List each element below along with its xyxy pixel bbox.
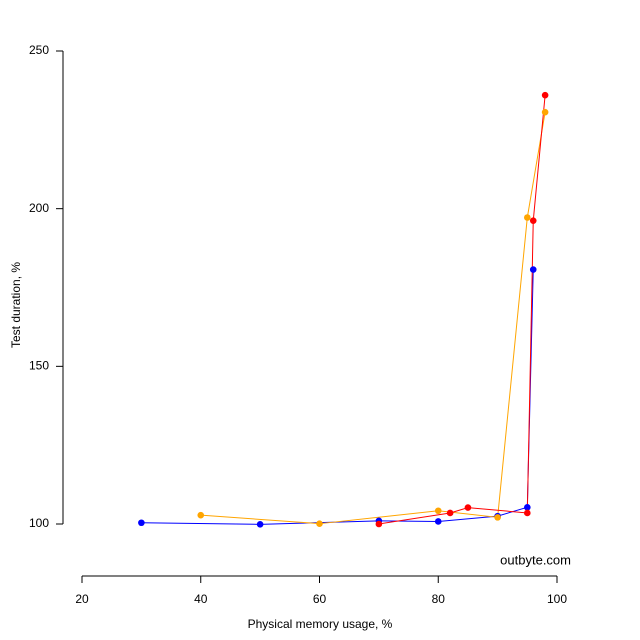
data-point	[434, 518, 442, 525]
y-tick-label: 250	[29, 43, 49, 57]
data-point	[524, 214, 531, 221]
data-point	[494, 514, 501, 521]
series-line	[141, 269, 534, 525]
y-tick-label: 200	[29, 201, 49, 215]
annotation: outbyte.com	[500, 552, 571, 567]
data-point	[446, 509, 454, 517]
data-point	[316, 520, 323, 527]
series-line	[378, 95, 546, 525]
data-point	[256, 521, 264, 528]
data-point	[464, 504, 472, 511]
y-axis-label: Test duration, %	[9, 262, 23, 348]
data-point	[524, 509, 531, 517]
x-axis-label: Physical memory usage, %	[248, 617, 393, 631]
data-point	[197, 511, 205, 519]
data-point	[375, 520, 383, 528]
data-point	[138, 519, 145, 527]
data-point	[541, 108, 549, 116]
y-tick-label: 150	[29, 359, 49, 373]
series-line	[200, 112, 546, 525]
y-tick-label: 100	[29, 516, 49, 530]
data-point	[529, 217, 537, 224]
x-tick-label: 20	[75, 592, 89, 606]
data-point	[541, 91, 549, 99]
x-tick-label: 40	[194, 592, 208, 606]
x-tick-label: 100	[547, 592, 567, 606]
x-tick-label: 80	[432, 592, 446, 606]
data-point	[529, 266, 537, 273]
data-point	[524, 503, 531, 511]
x-tick-label: 60	[313, 592, 327, 606]
data-point	[434, 507, 442, 515]
